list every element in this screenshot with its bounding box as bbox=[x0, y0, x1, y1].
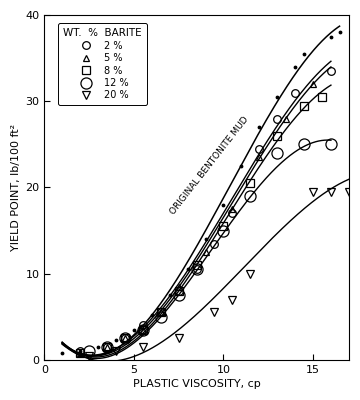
Y-axis label: YIELD POINT, lb/100 ft²: YIELD POINT, lb/100 ft² bbox=[11, 124, 21, 251]
X-axis label: PLASTIC VISCOSITY, cp: PLASTIC VISCOSITY, cp bbox=[133, 379, 260, 389]
Legend: 2 %, 5 %, 8 %, 12 %, 20 %: 2 %, 5 %, 8 %, 12 %, 20 % bbox=[58, 24, 147, 105]
Text: ORIGINAL BENTONITE MUD: ORIGINAL BENTONITE MUD bbox=[168, 115, 250, 216]
